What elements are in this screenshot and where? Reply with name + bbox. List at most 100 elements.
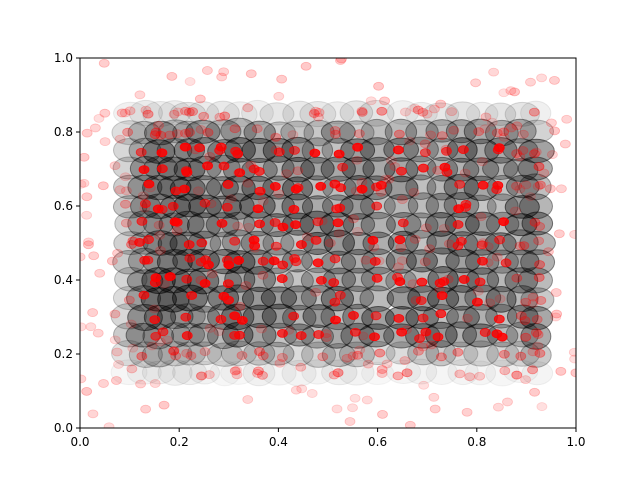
red-marker — [371, 201, 383, 211]
red-marker — [455, 236, 467, 246]
red-marker — [394, 235, 406, 245]
red-marker — [276, 74, 288, 84]
red-marker — [373, 81, 384, 91]
red-marker — [137, 191, 149, 201]
red-marker — [111, 347, 123, 357]
red-marker — [392, 272, 403, 282]
axes-frame — [79, 57, 577, 429]
red-marker — [148, 304, 160, 314]
y-tick-label: 1.0 — [54, 51, 73, 65]
red-marker — [561, 114, 573, 124]
red-marker — [404, 420, 416, 428]
red-marker — [219, 111, 231, 121]
dark-marker — [464, 360, 497, 386]
red-marker — [139, 203, 151, 213]
red-marker — [184, 77, 196, 86]
red-marker — [458, 275, 470, 284]
red-marker — [254, 347, 265, 357]
dark-marker — [484, 102, 517, 126]
dark-marker — [360, 118, 393, 146]
red-marker — [332, 368, 344, 378]
red-marker — [476, 157, 488, 167]
red-marker — [329, 254, 341, 264]
red-marker — [97, 181, 109, 191]
red-marker — [531, 315, 543, 324]
red-marker — [317, 352, 329, 362]
dark-marker-series — [110, 99, 556, 387]
red-marker — [233, 256, 245, 265]
red-marker — [367, 235, 379, 245]
red-marker — [292, 183, 304, 193]
dark-marker — [222, 101, 258, 128]
dark-marker — [261, 360, 297, 386]
red-marker — [124, 106, 136, 116]
red-marker — [205, 199, 217, 209]
red-marker — [493, 314, 505, 324]
red-marker — [420, 327, 432, 337]
dark-marker — [172, 359, 208, 386]
red-marker — [351, 155, 363, 165]
red-marker — [409, 234, 421, 244]
red-marker — [413, 346, 424, 356]
dark-marker — [157, 341, 193, 367]
red-marker — [103, 422, 115, 428]
red-marker — [510, 206, 521, 216]
red-marker — [395, 243, 407, 252]
red-marker — [428, 392, 440, 402]
red-marker — [509, 87, 520, 97]
dark-marker — [360, 211, 396, 239]
red-marker — [138, 290, 150, 300]
red-marker — [533, 162, 545, 171]
dark-marker — [362, 156, 396, 181]
red-marker — [505, 123, 517, 133]
red-marker — [550, 312, 562, 322]
red-marker — [380, 174, 392, 184]
red-marker-series — [80, 58, 576, 428]
red-marker — [194, 94, 206, 104]
dark-marker — [446, 305, 480, 329]
dark-marker — [220, 360, 257, 385]
red-marker — [452, 347, 464, 357]
dark-marker — [260, 341, 295, 366]
red-marker — [373, 256, 385, 266]
red-marker — [214, 112, 226, 122]
red-marker — [383, 174, 395, 184]
red-marker — [520, 180, 532, 190]
red-marker — [438, 223, 450, 233]
red-marker — [415, 296, 427, 305]
dark-marker — [157, 359, 193, 386]
red-marker — [488, 67, 500, 77]
red-marker — [243, 222, 255, 232]
red-marker — [486, 117, 498, 127]
red-marker — [328, 370, 340, 380]
red-marker — [287, 130, 299, 140]
red-marker — [569, 354, 576, 364]
red-marker — [457, 145, 469, 154]
red-marker — [454, 369, 466, 379]
red-marker — [270, 132, 282, 142]
red-marker — [83, 240, 94, 250]
dark-marker — [445, 321, 478, 348]
red-marker — [126, 240, 137, 249]
red-marker — [374, 348, 386, 358]
red-marker — [316, 276, 327, 285]
red-marker — [254, 219, 265, 229]
dark-marker — [282, 341, 314, 367]
red-marker — [313, 108, 325, 117]
red-marker — [527, 347, 539, 357]
red-marker — [187, 107, 198, 116]
dark-marker — [280, 285, 317, 311]
red-marker — [436, 291, 448, 301]
red-marker — [531, 328, 542, 337]
red-marker — [257, 370, 268, 380]
red-marker — [81, 210, 93, 220]
red-marker — [381, 359, 393, 369]
red-marker — [492, 402, 504, 412]
red-marker — [274, 358, 286, 368]
red-marker — [180, 312, 192, 322]
red-marker — [352, 350, 364, 360]
red-marker — [172, 107, 184, 117]
red-marker — [85, 322, 97, 332]
dark-marker — [126, 360, 162, 385]
red-marker — [236, 315, 248, 325]
